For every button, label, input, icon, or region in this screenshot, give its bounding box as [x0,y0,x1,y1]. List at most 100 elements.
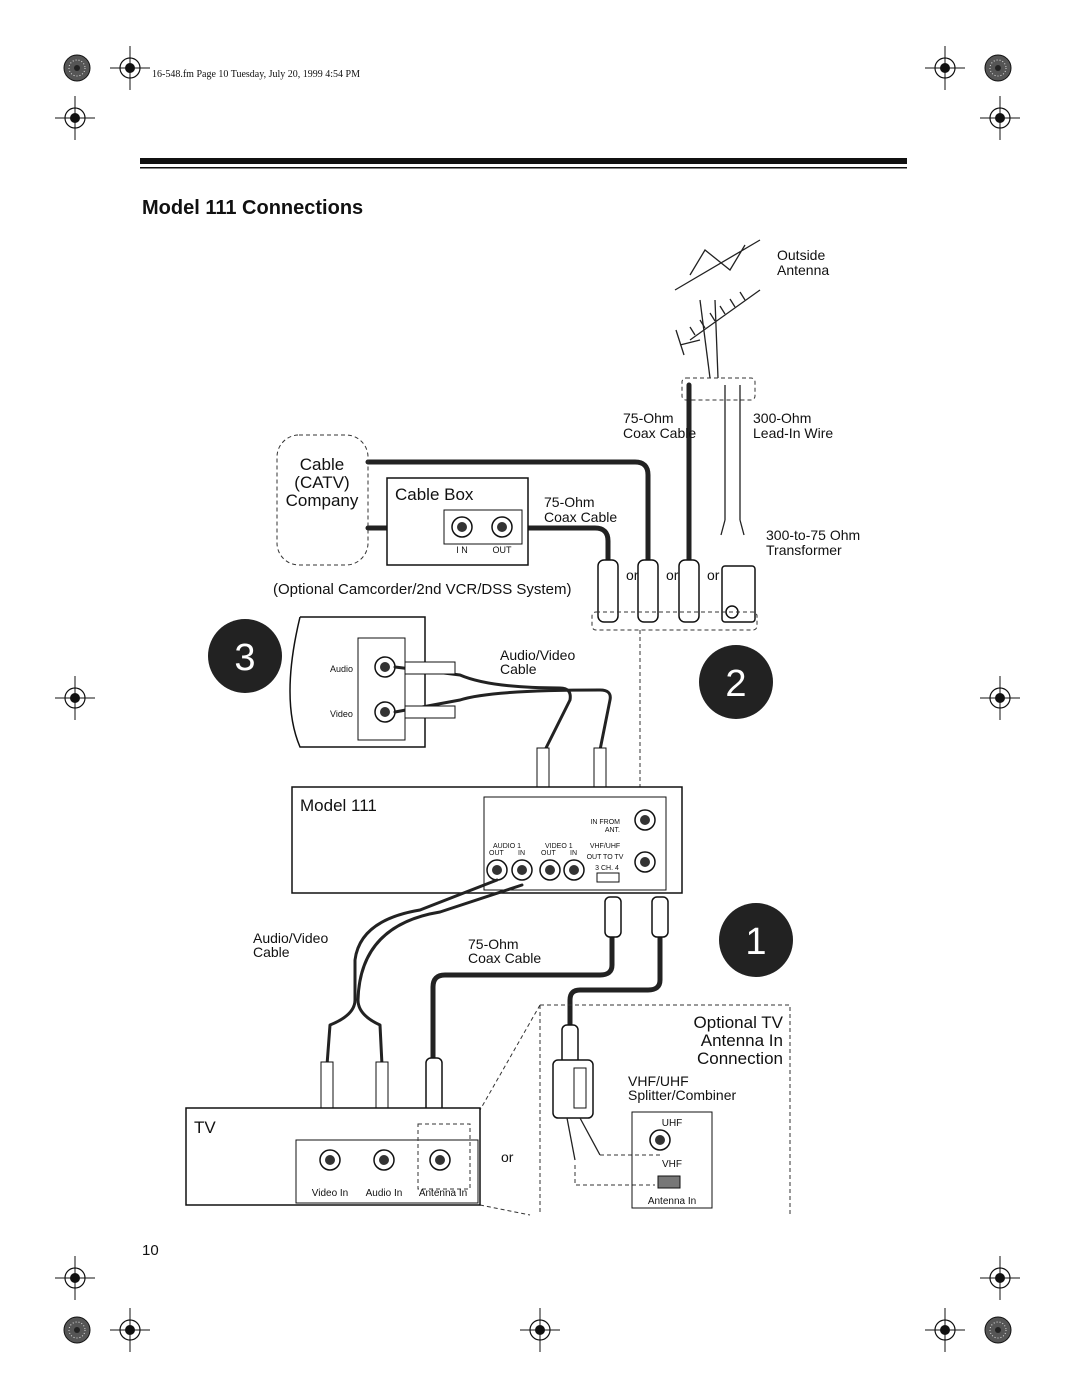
labels: Outside Antenna 75-Ohm Coax Cable 300-Oh… [142,247,860,1259]
cables-top [365,382,745,563]
step-circle [699,645,773,719]
header-rule-part [140,167,907,169]
cables-top-part [365,459,651,563]
registration-marks-part [979,1255,1021,1301]
label: Video In [312,1188,349,1199]
label: Audio [330,664,353,674]
registration-marks-part [979,675,1021,721]
label: UHF [662,1118,683,1129]
bottom-cables-part [651,896,669,938]
antenna-dashed-box [681,377,756,401]
page-number: 10 [142,1242,159,1259]
registration-marks-part [924,1307,966,1353]
label: Cable [500,661,537,677]
antenna-part [689,291,746,336]
connector-dashed-box [591,611,758,631]
label: Coax Cable [623,425,696,441]
label: (Optional Camcorder/2nd VCR/DSS System) [273,581,571,598]
label: or [666,567,679,583]
camcorder-jack-panel [357,637,406,741]
label: Antenna In [419,1188,467,1199]
optional-region-part [479,1004,791,1216]
bottom-cables-part [356,883,524,1067]
label: OUT [493,545,513,555]
tv-antenna-dashed [417,1123,471,1190]
step-circle [719,903,793,977]
connectors [597,559,756,623]
model-111-box [291,786,683,894]
registration-marks-part [924,45,966,91]
step-number: 1 [745,921,766,963]
label: Audio In [366,1188,403,1199]
label: VHF [662,1159,682,1170]
tv-jacks-part [373,1149,395,1171]
antenna-part [675,329,701,356]
label: or [707,567,720,583]
model-jacks-part [486,859,508,881]
step-number: 2 [725,663,746,705]
model-jacks-part [596,872,620,883]
bottom-cables-part [430,932,615,1063]
label: Antenna In [648,1196,696,1207]
step-circle [208,619,282,693]
label: IN [518,850,525,857]
av-cables-part [404,661,456,675]
optional-region-part [657,1175,681,1189]
connectors-part [597,559,619,623]
label: Connection [697,1049,783,1068]
label: 300-to-75 Ohm [766,527,860,543]
av-cables [393,661,612,799]
bottom-cables-part [320,1061,334,1115]
label: ANT. [605,827,620,834]
model-rear-panel [483,796,667,891]
label: OUT [541,850,557,857]
registration-marks-part [54,95,96,141]
label: Model 111 [300,796,377,815]
label: IN [570,850,577,857]
step-number: 3 [234,637,255,679]
label: 75-Ohm [468,936,519,952]
label: VHF/UHF [590,843,620,850]
label: Cable [253,944,290,960]
av-cables-part [404,705,456,719]
label: Cable Box [395,485,474,504]
connectors-part [637,559,659,623]
registration-marks-part [54,675,96,721]
label: Coax Cable [468,950,541,966]
file-info: 16-548.fm Page 10 Tuesday, July 20, 1999… [152,69,360,80]
tv-jacks-part [429,1149,451,1171]
bottom-cables-part [375,1061,389,1115]
label: (CATV) [294,473,349,492]
label: 3 CH. 4 [595,865,619,872]
registration-marks-part [63,54,91,82]
cable-box-panel [443,509,523,545]
registration-marks-part [109,1307,151,1353]
antenna-part [714,299,719,379]
jack-audio [374,656,396,678]
label: Antenna [777,262,829,278]
registration-marks-part [63,1316,91,1344]
optional-region-part [573,1067,587,1109]
label: OUT [489,850,505,857]
label: Optional TV [694,1013,784,1032]
bottom-cables-part [567,932,663,1033]
label: or [626,567,639,583]
registration-marks-part [984,54,1012,82]
av-cables-part [393,688,612,752]
registration-marks-part [984,1316,1012,1344]
bottom-cables-part [325,878,499,1067]
label: VIDEO 1 [545,843,573,850]
antenna-part [699,299,711,379]
label: Transformer [766,542,842,558]
label: I N [456,545,468,555]
label: TV [194,1118,216,1137]
header-rule [140,158,907,169]
cables-top-part [512,525,611,563]
jack-video [374,701,396,723]
model-jacks-part [539,859,561,881]
model-jacks-part [634,851,656,873]
label: Video [330,709,353,719]
header-rule-part [140,158,907,164]
model-jacks-part [563,859,585,881]
